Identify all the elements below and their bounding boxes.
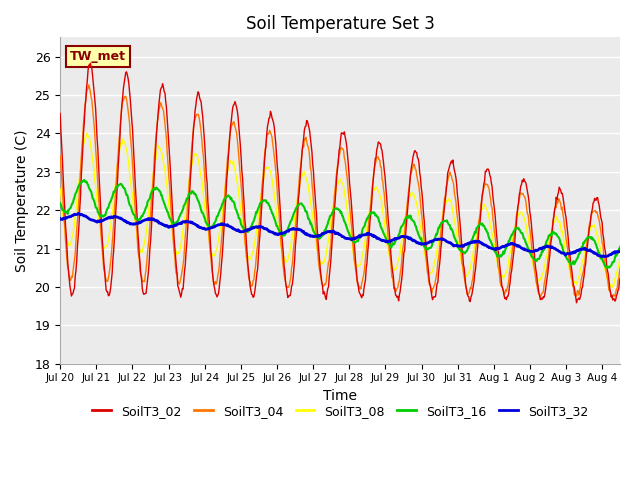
SoilT3_08	[459, 265, 467, 271]
SoilT3_04	[85, 82, 93, 88]
SoilT3_32	[56, 216, 64, 222]
SoilT3_16	[296, 201, 304, 206]
SoilT3_08	[296, 180, 304, 186]
X-axis label: Time: Time	[323, 389, 357, 403]
SoilT3_04	[317, 275, 325, 281]
Line: SoilT3_08: SoilT3_08	[60, 133, 620, 288]
SoilT3_16	[604, 265, 611, 271]
SoilT3_16	[56, 200, 64, 206]
SoilT3_04	[296, 168, 304, 174]
SoilT3_32	[317, 232, 325, 238]
SoilT3_08	[472, 234, 480, 240]
SoilT3_32	[59, 216, 67, 222]
SoilT3_08	[616, 255, 624, 261]
SoilT3_16	[81, 177, 88, 183]
SoilT3_02	[317, 272, 325, 278]
SoilT3_32	[616, 249, 624, 254]
SoilT3_16	[59, 207, 67, 213]
Title: Soil Temperature Set 3: Soil Temperature Set 3	[246, 15, 435, 33]
SoilT3_04	[136, 257, 143, 263]
SoilT3_04	[536, 294, 544, 300]
Line: SoilT3_04: SoilT3_04	[60, 85, 620, 297]
SoilT3_08	[59, 209, 67, 215]
SoilT3_02	[59, 157, 67, 163]
SoilT3_04	[59, 185, 67, 191]
SoilT3_16	[317, 234, 325, 240]
SoilT3_32	[602, 254, 609, 260]
SoilT3_32	[472, 239, 480, 245]
Legend: SoilT3_02, SoilT3_04, SoilT3_08, SoilT3_16, SoilT3_32: SoilT3_02, SoilT3_04, SoilT3_08, SoilT3_…	[88, 400, 593, 423]
SoilT3_16	[136, 216, 143, 222]
SoilT3_04	[56, 153, 64, 159]
SoilT3_16	[472, 226, 480, 232]
SoilT3_02	[573, 300, 580, 306]
SoilT3_32	[74, 211, 82, 216]
Y-axis label: Soil Temperature (C): Soil Temperature (C)	[15, 129, 29, 272]
SoilT3_04	[616, 264, 624, 270]
SoilT3_08	[317, 262, 325, 268]
SoilT3_08	[136, 243, 143, 249]
SoilT3_02	[472, 257, 480, 263]
SoilT3_02	[56, 110, 64, 116]
SoilT3_16	[616, 244, 624, 250]
SoilT3_04	[459, 263, 467, 269]
SoilT3_32	[136, 220, 143, 226]
SoilT3_02	[616, 275, 624, 281]
Line: SoilT3_32: SoilT3_32	[60, 214, 620, 257]
SoilT3_02	[296, 180, 304, 185]
SoilT3_02	[459, 252, 467, 257]
SoilT3_08	[83, 130, 91, 136]
SoilT3_02	[86, 60, 94, 66]
SoilT3_32	[296, 227, 304, 233]
SoilT3_08	[608, 285, 616, 291]
Line: SoilT3_02: SoilT3_02	[60, 63, 620, 303]
SoilT3_32	[459, 243, 467, 249]
Line: SoilT3_16: SoilT3_16	[60, 180, 620, 268]
Text: TW_met: TW_met	[70, 50, 126, 63]
SoilT3_08	[56, 186, 64, 192]
SoilT3_02	[136, 252, 143, 258]
SoilT3_16	[459, 249, 467, 254]
SoilT3_04	[472, 242, 480, 248]
